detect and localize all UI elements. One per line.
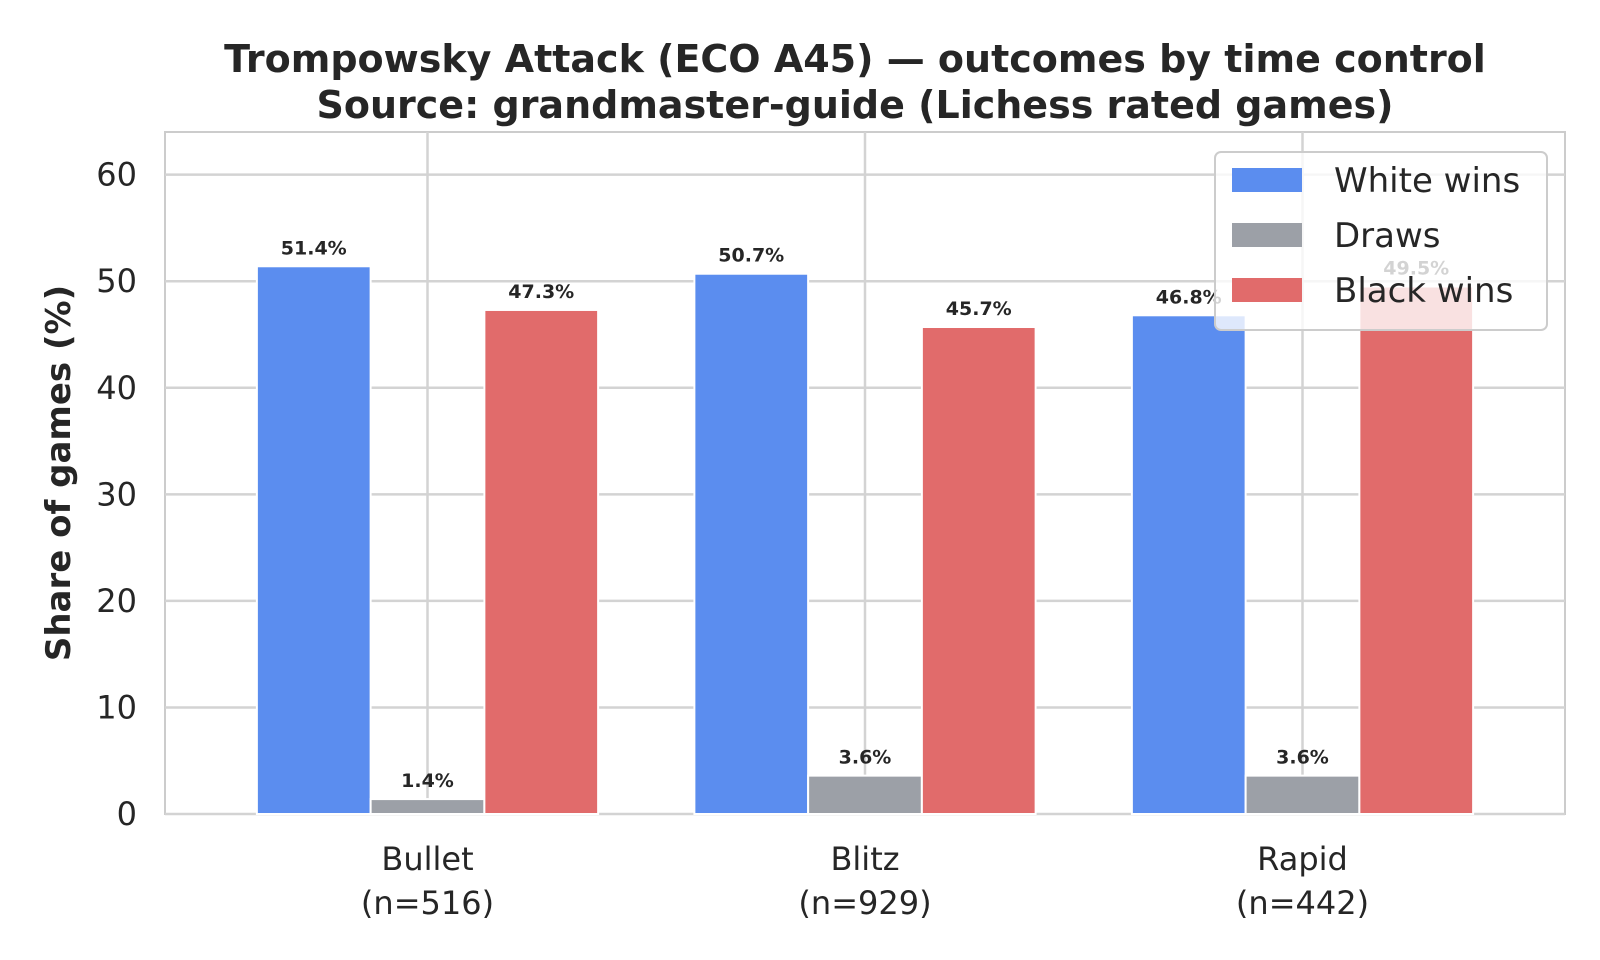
bar-white-wins xyxy=(1130,314,1247,815)
bar-draws xyxy=(807,774,923,816)
bars-group xyxy=(255,265,1475,816)
bar-value-label: 45.7% xyxy=(946,298,1012,320)
bar-white-wins xyxy=(693,272,810,815)
y-tick-label: 10 xyxy=(96,688,137,726)
x-tick-label: Rapid xyxy=(1257,840,1348,878)
x-axis-ticks: Bullet (n=516) Blitz (n=929) Rapid (n=442) xyxy=(361,840,1369,922)
bar-value-label: 47.3% xyxy=(508,281,574,303)
legend-entry: White wins xyxy=(1334,161,1520,201)
y-tick-label: 30 xyxy=(96,475,137,513)
chart-subtitle: Source: grandmaster-guide (Lichess rated… xyxy=(317,83,1394,127)
bar-black-wins xyxy=(920,326,1037,815)
bar-draws xyxy=(1244,774,1361,816)
legend-swatch xyxy=(1232,223,1302,247)
x-tick-sample-size: (n=516) xyxy=(361,884,494,922)
legend-swatch xyxy=(1232,168,1302,192)
x-tick-sample-size: (n=929) xyxy=(798,884,931,922)
y-tick-label: 0 xyxy=(117,795,137,833)
bar-draws xyxy=(369,798,486,815)
legend-swatch xyxy=(1232,278,1302,302)
chart-title: Trompowsky Attack (ECO A45) — outcomes b… xyxy=(224,37,1486,81)
x-tick-sample-size: (n=442) xyxy=(1236,884,1369,922)
y-tick-label: 40 xyxy=(96,369,137,407)
x-tick-label: Blitz xyxy=(830,840,899,878)
y-axis-ticks: 0 10 20 30 40 50 60 xyxy=(96,156,137,833)
bar-black-wins xyxy=(1358,285,1475,815)
y-tick-label: 20 xyxy=(96,582,137,620)
y-tick-label: 50 xyxy=(96,262,137,300)
data-labels-group: 51.4%50.7%46.8%1.4%3.6%3.6%47.3%45.7%49.… xyxy=(281,237,1449,792)
bar-value-label: 1.4% xyxy=(401,770,454,792)
bar-value-label: 3.6% xyxy=(839,747,892,769)
bar-value-label: 51.4% xyxy=(281,237,347,259)
x-tick-label: Bullet xyxy=(381,840,473,878)
bar-value-label: 50.7% xyxy=(718,245,784,267)
y-tick-label: 60 xyxy=(96,156,137,194)
legend-entry: Black wins xyxy=(1334,271,1513,311)
bar-white-wins xyxy=(255,265,372,815)
y-axis-label: Share of games (%) xyxy=(39,285,79,661)
legend: White wins Draws Black wins xyxy=(1214,151,1548,331)
legend-entry: Draws xyxy=(1334,216,1441,256)
bar-value-label: 46.8% xyxy=(1156,286,1222,308)
bar-value-label: 3.6% xyxy=(1276,747,1329,769)
bar-black-wins xyxy=(483,308,600,815)
